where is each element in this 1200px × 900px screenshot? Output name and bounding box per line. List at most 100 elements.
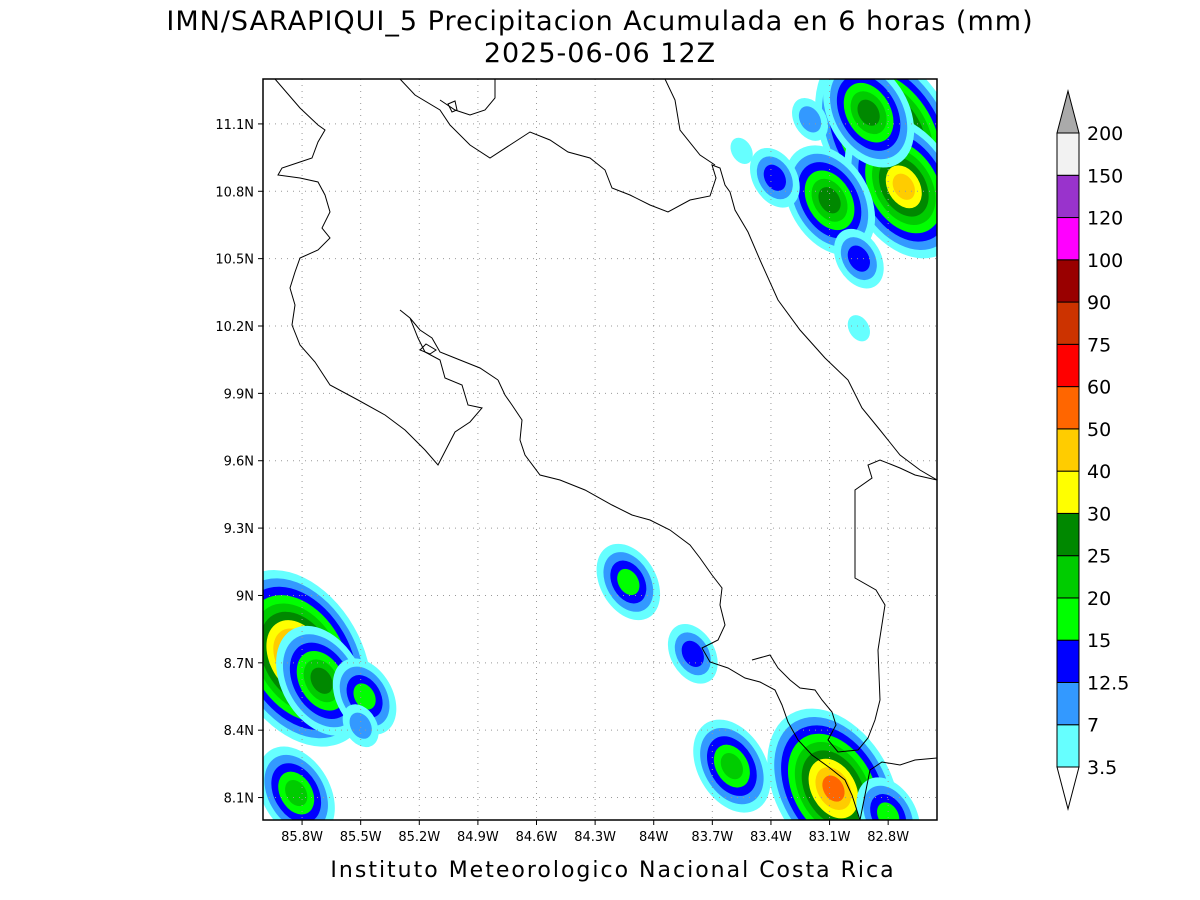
y-tick-label: 9.9N (224, 387, 254, 402)
x-tick-label: 85.8W (281, 830, 323, 845)
nicaragua-north-coast (439, 79, 716, 166)
footer-credit: Instituto Meteorologico Nacional Costa R… (330, 858, 895, 883)
precip-cell (263, 746, 335, 820)
colorbar-swatch (1056, 597, 1080, 641)
precip-contour (818, 187, 841, 214)
x-tick-label: 85.5W (340, 830, 382, 845)
colorbar-label: 150 (1087, 165, 1123, 187)
colorbar-label: 30 (1087, 503, 1111, 525)
precip-cell (693, 719, 771, 813)
precip-cell (667, 624, 718, 684)
precip-cell (749, 147, 800, 208)
colorbar-swatch (1056, 724, 1080, 768)
precip-contour (877, 802, 900, 820)
precip-contour (720, 752, 744, 780)
precip-cell (784, 145, 876, 256)
costa-rica-land-border (497, 379, 861, 820)
precip-cell (833, 228, 884, 289)
map-plot-area: 85.8W 85.5W 85.2W 84.9W 84.6W 84.3W 84W 83.7W 83… (215, 78, 938, 845)
precip-cell (730, 137, 753, 164)
y-axis-ticks: 11.1N 10.8N 10.5N 10.2N 9.9N 9.6N 9.3N 9N 8.7N 8.… (215, 118, 263, 807)
y-tick-label: 8.7N (224, 657, 254, 672)
precip-cell (856, 777, 920, 820)
colorbar-top-arrow (1056, 89, 1080, 134)
colorbar-label: 100 (1087, 250, 1123, 272)
nicoya-island (419, 100, 458, 355)
colorbar-label: 7 (1087, 715, 1099, 737)
colorbar-legend: 3.5 7 12.5 15 20 25 30 40 50 60 75 90 100 120 150 200 (1056, 89, 1129, 811)
precip-contour (763, 164, 786, 191)
precip-cell (342, 704, 379, 748)
precip-cell (792, 97, 829, 141)
precip-contours (263, 79, 937, 820)
colorbar-swatch (1056, 386, 1080, 430)
colorbar-swatch (1056, 174, 1080, 219)
colorbar-swatch (1056, 428, 1080, 472)
precip-contour (353, 683, 376, 710)
precip-cell (823, 79, 915, 168)
colorbar-label: 75 (1087, 334, 1111, 356)
coastlines (274, 79, 937, 820)
colorbar-swatch (1056, 132, 1080, 176)
colorbar-bottom-arrow (1056, 766, 1080, 811)
precip-contour (617, 568, 640, 596)
colorbar-swatch (1056, 470, 1080, 514)
y-tick-label: 10.8N (215, 185, 254, 200)
nicaragua-coast (274, 79, 499, 466)
colorbar-swatch (1056, 512, 1080, 557)
precip-contour (310, 667, 333, 694)
x-tick-label: 85.2W (398, 830, 440, 845)
colorbar-label: 25 (1087, 546, 1111, 568)
precip-contour (847, 315, 870, 342)
x-axis-ticks: 85.8W 85.5W 85.2W 84.9W 84.6W 84.3W 84W 83.7W 83… (281, 820, 909, 845)
x-tick-label: 84.6W (516, 830, 558, 845)
y-tick-label: 10.2N (215, 320, 254, 335)
precip-contour (857, 99, 880, 126)
precip-contour (681, 640, 704, 667)
x-tick-label: 83.1W (809, 830, 851, 845)
precip-contour (349, 712, 372, 739)
colorbar-swatch (1056, 217, 1080, 261)
colorbar-label: 12.5 (1087, 672, 1129, 694)
y-tick-label: 8.1N (224, 792, 254, 807)
y-tick-label: 8.4N (224, 724, 254, 739)
y-tick-label: 9.6N (224, 455, 254, 470)
colorbar-swatch (1056, 301, 1080, 345)
chart-subtitle-date: 2025-06-06 12Z (484, 38, 716, 69)
colorbar-label: 15 (1087, 630, 1111, 652)
x-tick-label: 84.3W (574, 830, 616, 845)
colorbar-label: 40 (1087, 461, 1111, 483)
y-tick-label: 9N (236, 589, 254, 604)
colorbar-label: 50 (1087, 419, 1111, 441)
x-tick-label: 83.7W (691, 830, 733, 845)
y-tick-label: 11.1N (215, 118, 254, 133)
x-tick-label: 84.9W (457, 830, 499, 845)
colorbar-swatch (1056, 639, 1080, 683)
colorbar-label: 200 (1087, 123, 1123, 145)
x-tick-label: 83.4W (750, 830, 792, 845)
precip-contour (798, 106, 822, 133)
colorbar-swatch (1056, 681, 1080, 726)
plot-frame (262, 78, 938, 821)
precip-cell (596, 543, 661, 621)
colorbar-label: 120 (1087, 208, 1123, 230)
precip-contour (822, 775, 845, 802)
x-tick-label: 82.8W (867, 830, 909, 845)
x-tick-label: 84W (639, 830, 669, 845)
colorbar-label: 3.5 (1087, 757, 1117, 779)
colorbar-label: 90 (1087, 292, 1111, 314)
colorbar-swatch (1056, 259, 1080, 303)
map-gridlines (263, 79, 937, 820)
colorbar-label: 20 (1087, 588, 1111, 610)
precip-contour (892, 173, 915, 200)
panama-coast (859, 757, 937, 820)
precip-cell (767, 708, 900, 820)
precip-contour (730, 137, 753, 164)
colorbar-swatch (1056, 555, 1080, 599)
precip-contour (847, 245, 870, 272)
y-tick-label: 10.5N (215, 253, 254, 268)
colorbar-label: 60 (1087, 377, 1111, 399)
colorbar-swatch (1056, 343, 1080, 388)
chart-title: IMN/SARAPIQUI_5 Precipitacion Acumulada … (166, 6, 1033, 37)
